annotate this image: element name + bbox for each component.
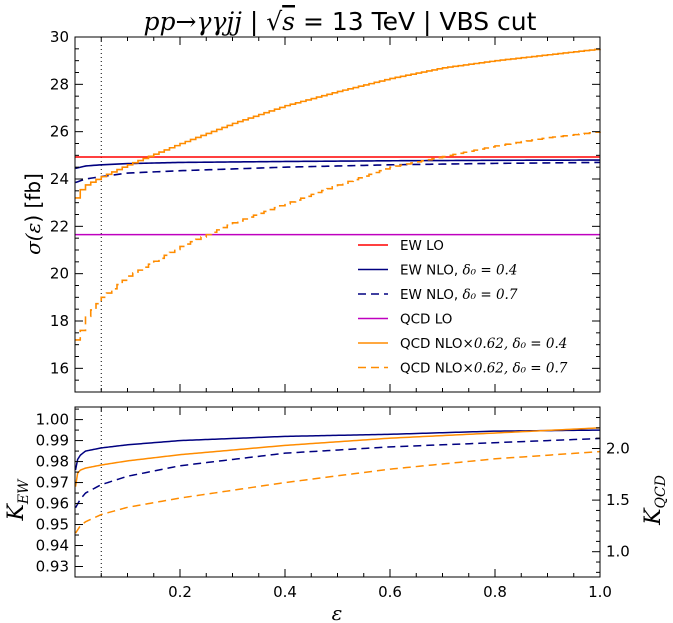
series-line-qcd_nlo_04 <box>75 48 601 199</box>
bottom-ytick-label-left: 0.98 <box>36 453 69 471</box>
title-s: s <box>282 7 295 36</box>
legend-label-qcd_nlo_04: QCD NLO×0.62, δ₀ = 0.4 <box>400 336 567 352</box>
title-sep: | <box>242 7 266 36</box>
bottom-ytick-label-right: 1.5 <box>606 491 630 509</box>
bottom-xtick-label: 0.4 <box>273 583 297 601</box>
bottom-panel: 0.93 0.94 0.95 0.96 0.97 0.98 0.99 1.00 1.0 1.5 2.… <box>4 406 669 623</box>
title-process: pp→γγjj <box>144 7 243 36</box>
legend-label-ew_nlo_04: EW NLO, δ₀ = 0.4 <box>400 263 517 279</box>
top-ytick-label: 26 <box>50 123 69 141</box>
legend: EW LO EW NLO, δ₀ = 0.4 EW NLO, δ₀ = 0.7 QCD… <box>358 238 568 377</box>
bottom-xtick-label: 0.8 <box>483 583 507 601</box>
top-ytick-label: 24 <box>50 170 69 188</box>
bottom-xtick-label: 1.0 <box>588 583 612 601</box>
top-panel: 16 18 20 22 24 26 28 30 σ(ε) [fb] EW LO EW NLO, … <box>21 28 601 393</box>
bottom-xlabel: ε <box>332 601 343 623</box>
bottom-ytick-label-right: 2.0 <box>606 439 630 457</box>
k-factor-line-kew_04 <box>74 429 601 471</box>
top-ytick-label: 16 <box>50 359 69 377</box>
bottom-ytick-label-left: 0.93 <box>36 558 69 576</box>
top-ytick-label: 20 <box>50 265 69 283</box>
bottom-ytick-label-left: 0.95 <box>36 516 69 534</box>
top-plot-area <box>75 37 601 392</box>
series-line-ew_nlo_07 <box>75 161 601 184</box>
bottom-xtick-label: 0.2 <box>168 583 192 601</box>
top-ytick-label: 30 <box>50 28 69 46</box>
top-frame <box>74 36 601 393</box>
legend-label-qcd_nlo_07: QCD NLO×0.62, δ₀ = 0.7 <box>400 361 568 377</box>
legend-label-qcd_lo: QCD LO <box>400 312 452 328</box>
bottom-ytick-label-left: 0.94 <box>36 537 69 555</box>
bottom-ylabel-right: KQCD <box>641 475 669 526</box>
top-ytick-label: 18 <box>50 312 69 330</box>
bottom-ytick-label-left: 0.97 <box>36 474 69 492</box>
title-energy: = 13 TeV | VBS cut <box>295 7 537 36</box>
top-ytick-label: 22 <box>50 217 69 235</box>
bottom-frame <box>74 406 601 578</box>
legend-label-ew_lo: EW LO <box>400 238 444 254</box>
series-line-ew_nlo_04 <box>75 159 600 170</box>
top-ytick-label: 28 <box>50 75 69 93</box>
bottom-ytick-label-left: 1.00 <box>36 411 69 429</box>
bottom-plot-area <box>74 407 601 577</box>
chart-title: pp→γγjj | √s = 13 TeV | VBS cut <box>144 7 537 36</box>
bottom-ticks: 0.93 0.94 0.95 0.96 0.97 0.98 0.99 1.00 1.0 1.5 2.… <box>36 407 630 601</box>
bottom-ytick-label-right: 1.0 <box>606 543 630 561</box>
bottom-xtick-label: 0.6 <box>378 583 402 601</box>
bottom-ytick-label-left: 0.99 <box>36 432 69 450</box>
series-line-qcd_nlo_07 <box>75 131 601 341</box>
bottom-ytick-label-left: 0.96 <box>36 495 69 513</box>
top-ylabel: σ(ε) [fb] <box>21 173 45 255</box>
k-factor-line-kqcd_07 <box>74 450 601 534</box>
bottom-ylabel-left: KEW <box>4 478 32 522</box>
legend-label-ew_nlo_07: EW NLO, δ₀ = 0.7 <box>400 287 518 303</box>
k-factor-line-kew_07 <box>74 437 601 509</box>
title-sqrt: √ <box>266 7 282 36</box>
k-factor-line-kqcd_04 <box>74 427 601 487</box>
